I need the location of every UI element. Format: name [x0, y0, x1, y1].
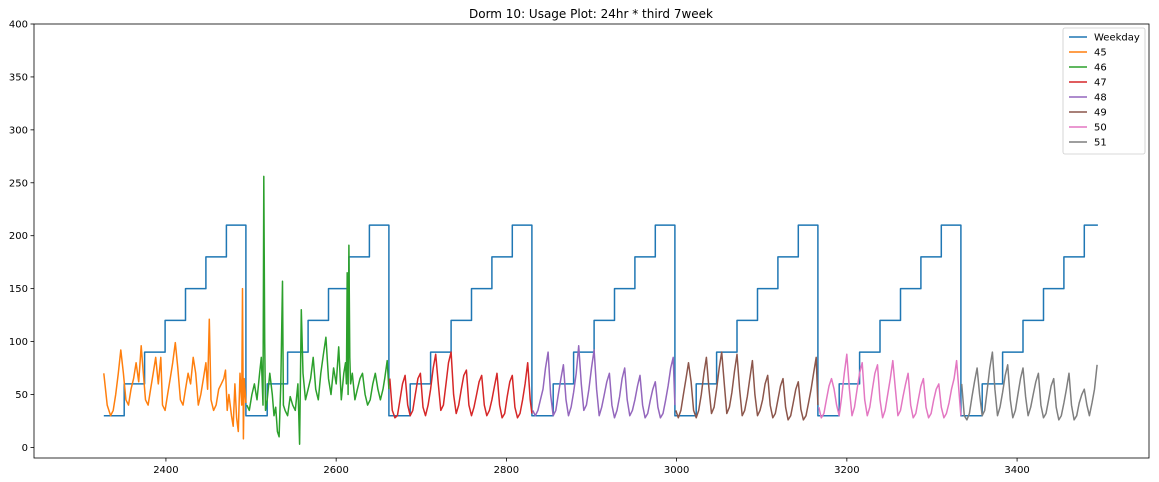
y-tick-label: 50: [15, 390, 28, 401]
y-axis: 0 50 100 150 200 250 300 350 400: [9, 20, 34, 454]
x-tick-label: 2800: [494, 465, 519, 476]
legend-label-Weekday: Weekday: [1094, 33, 1140, 44]
y-tick-label: 200: [9, 231, 28, 242]
series-line-50: [818, 353, 962, 419]
x-tick-label: 2400: [153, 465, 178, 476]
x-tick-label: 3400: [1004, 465, 1029, 476]
legend-label-45: 45: [1094, 48, 1107, 59]
y-tick-label: 400: [9, 20, 28, 31]
y-tick-label: 100: [9, 337, 28, 348]
y-tick-label: 350: [9, 72, 28, 83]
y-tick-label: 0: [22, 443, 28, 454]
x-tick-label: 3200: [834, 465, 859, 476]
series-line-48: [532, 345, 676, 419]
legend-label-50: 50: [1094, 123, 1107, 134]
y-tick-label: 250: [9, 178, 28, 189]
legend: Weekday 45 46 47 48 49 50 51: [1062, 27, 1146, 155]
y-tick-label: 150: [9, 284, 28, 295]
legend-box: [1062, 27, 1146, 155]
x-tick-label: 2600: [323, 465, 348, 476]
series-line-51: [960, 351, 1098, 421]
x-axis: 2400 2600 2800 3000 3200 3400: [153, 458, 1030, 476]
legend-label-48: 48: [1094, 93, 1107, 104]
series-layer: [103, 175, 1098, 445]
legend-label-46: 46: [1094, 63, 1107, 74]
series-line-46: [246, 175, 390, 445]
chart-title: Dorm 10: Usage Plot: 24hr * third 7week: [469, 7, 713, 21]
series-line-47: [389, 351, 533, 419]
series-line-49: [675, 351, 819, 421]
x-tick-label: 3000: [664, 465, 689, 476]
y-tick-label: 300: [9, 125, 28, 136]
legend-label-51: 51: [1094, 138, 1107, 149]
legend-label-47: 47: [1094, 78, 1107, 89]
plot-frame: [33, 23, 1150, 459]
series-line-45: [103, 287, 247, 440]
legend-label-49: 49: [1094, 108, 1107, 119]
